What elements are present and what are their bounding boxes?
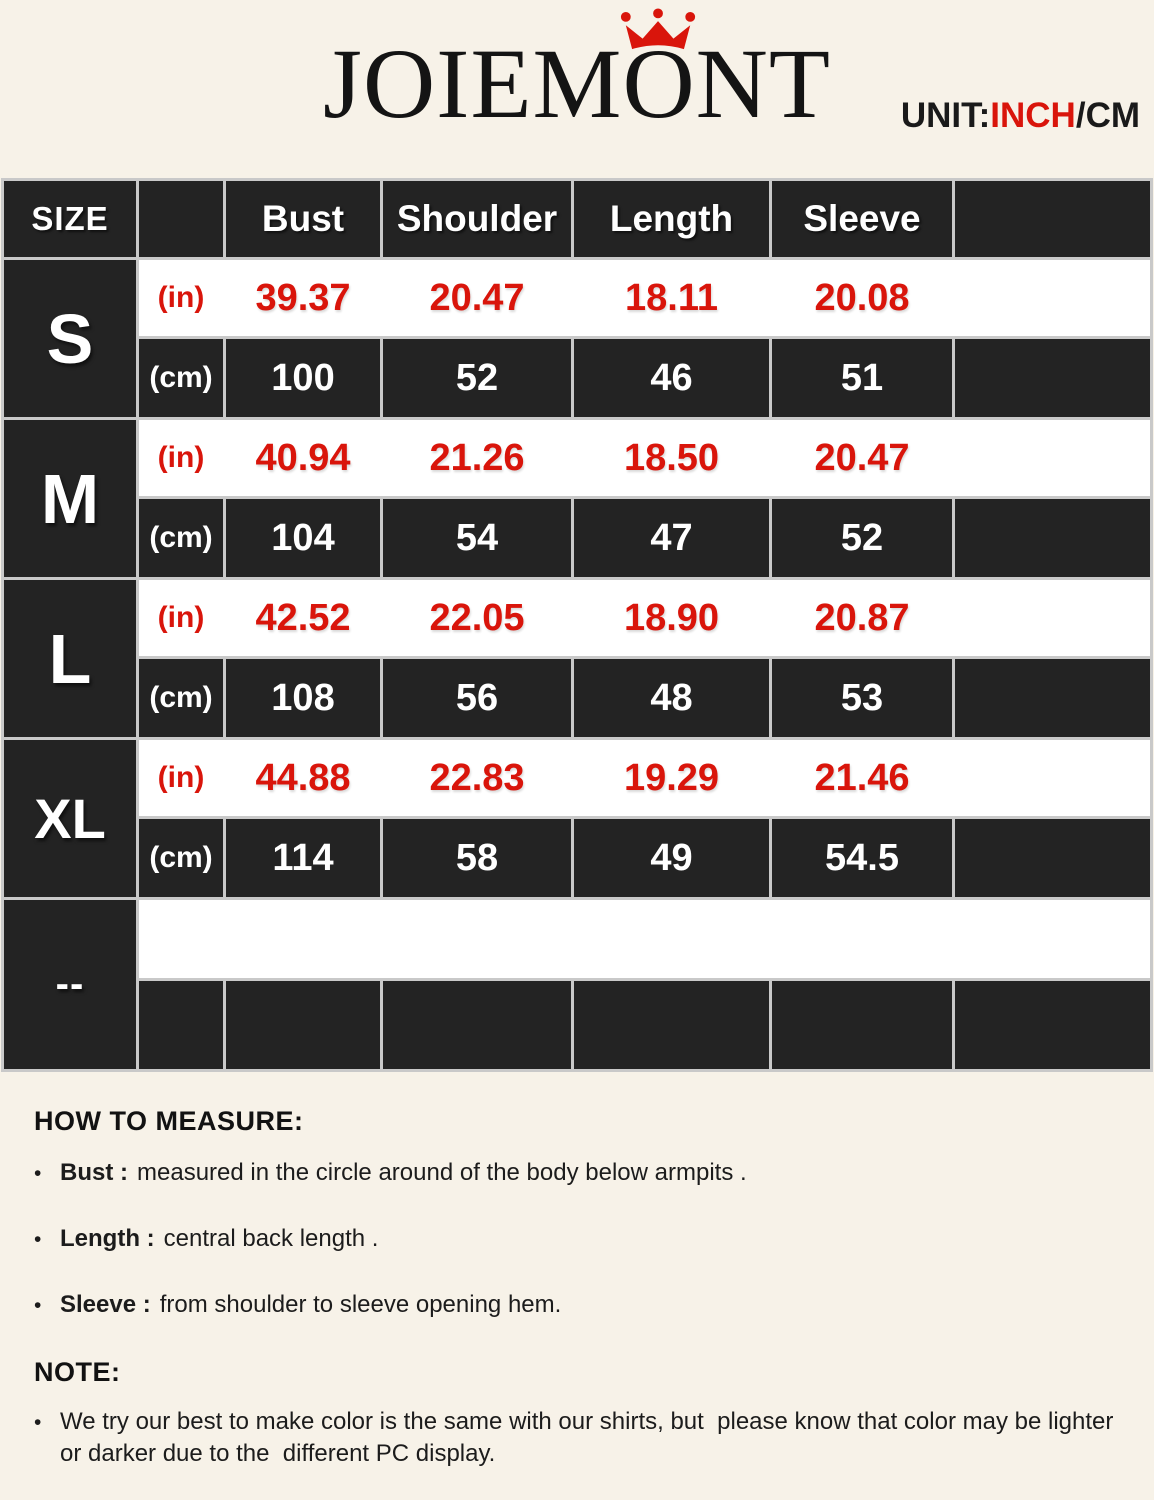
s-in-shoulder: 20.47 <box>429 276 525 319</box>
measure-desc: measured in the circle around of the bod… <box>137 1159 747 1186</box>
l-cm-length: 48 <box>574 659 769 737</box>
how-to-measure-title: HOW TO MEASURE: <box>34 1106 304 1136</box>
bullet-icon: • <box>34 1294 42 1317</box>
inch-row-s: (in) 39.37 20.47 18.11 20.08 <box>139 260 1150 336</box>
measure-term: Length : <box>60 1225 155 1252</box>
inch-row-dash <box>139 900 1150 978</box>
s-cm-shoulder: 52 <box>383 339 571 417</box>
unit-prefix: UNIT: <box>900 96 991 135</box>
measure-desc: from shoulder to sleeve opening hem. <box>159 1291 562 1318</box>
unit-label: UNIT:INCH/CM <box>901 96 1140 136</box>
brand-logo-text: JOIEMONT <box>323 28 831 139</box>
measure-item-length: • Length : central back length . <box>34 1225 1130 1253</box>
xl-in-shoulder: 22.83 <box>429 756 525 799</box>
inch-row-l: (in) 42.52 22.05 18.90 20.87 <box>139 580 1150 656</box>
unit-cm-label: (cm) <box>139 819 223 897</box>
l-cm-bust: 108 <box>226 659 380 737</box>
l-cm-sleeve: 53 <box>772 659 952 737</box>
size-cell-s: S <box>4 260 136 417</box>
m-in-sleeve: 20.47 <box>814 436 910 479</box>
xl-in-length: 19.29 <box>623 756 720 799</box>
s-in-length: 18.11 <box>625 276 718 319</box>
measure-term: Bust : <box>60 1159 128 1186</box>
xl-cm-bust: 114 <box>226 819 380 897</box>
l-cm-blank <box>955 659 1150 737</box>
unit-cm-label: (cm) <box>139 499 223 577</box>
dash-cm-shoulder <box>383 981 571 1069</box>
info-section: HOW TO MEASURE: • Bust : measured in the… <box>0 1072 1154 1469</box>
m-in-bust: 40.94 <box>255 436 351 479</box>
unit-in-label: (in) <box>157 601 205 634</box>
header-size: SIZE <box>4 181 136 257</box>
unit-cm: /CM <box>1075 96 1140 135</box>
note-text: We try our best to make color is the sam… <box>60 1408 1121 1467</box>
brand-header: JOIEMONT UNIT:INCH/CM <box>0 0 1154 178</box>
xl-cm-blank <box>955 819 1150 897</box>
unit-in-label: (in) <box>157 441 205 474</box>
l-in-sleeve: 20.87 <box>814 596 910 639</box>
m-cm-blank <box>955 499 1150 577</box>
crown-icon <box>621 8 696 50</box>
bullet-icon: • <box>34 1411 42 1434</box>
dash-cm-bust <box>226 981 380 1069</box>
measure-desc: central back length . <box>163 1225 379 1252</box>
m-cm-sleeve: 52 <box>772 499 952 577</box>
measure-item-bust: • Bust : measured in the circle around o… <box>34 1159 1130 1187</box>
measure-item-sleeve: • Sleeve : from shoulder to sleeve openi… <box>34 1291 1130 1319</box>
size-cell-l: L <box>4 580 136 737</box>
header-unit-blank <box>139 181 223 257</box>
s-in-sleeve: 20.08 <box>814 276 910 319</box>
s-cm-blank <box>955 339 1150 417</box>
unit-in-label: (in) <box>157 761 205 794</box>
xl-in-sleeve: 21.46 <box>814 756 910 799</box>
l-in-shoulder: 22.05 <box>429 596 525 639</box>
header-shoulder: Shoulder <box>383 181 571 257</box>
dash-cm-sleeve <box>772 981 952 1069</box>
s-cm-bust: 100 <box>226 339 380 417</box>
inch-row-m: (in) 40.94 21.26 18.50 20.47 <box>139 420 1150 496</box>
xl-cm-length: 49 <box>574 819 769 897</box>
s-cm-sleeve: 51 <box>772 339 952 417</box>
size-cell-dash: -- <box>4 900 136 1069</box>
bullet-icon: • <box>34 1162 42 1185</box>
unit-in-label: (in) <box>157 281 205 314</box>
size-cell-m: M <box>4 420 136 577</box>
dash-cm-blank <box>955 981 1150 1069</box>
m-cm-shoulder: 54 <box>383 499 571 577</box>
xl-cm-shoulder: 58 <box>383 819 571 897</box>
dash-cm-length <box>574 981 769 1069</box>
header-sleeve: Sleeve <box>772 181 952 257</box>
m-in-shoulder: 21.26 <box>429 436 525 479</box>
m-cm-length: 47 <box>574 499 769 577</box>
l-in-bust: 42.52 <box>255 596 351 639</box>
size-table: SIZE Bust Shoulder Length Sleeve S (in) … <box>1 178 1153 1072</box>
note-title: NOTE: <box>34 1357 121 1387</box>
s-cm-length: 46 <box>574 339 769 417</box>
m-in-length: 18.50 <box>623 436 720 479</box>
xl-cm-sleeve: 54.5 <box>772 819 952 897</box>
size-cell-xl: XL <box>4 740 136 897</box>
brand-logo: JOIEMONT <box>323 8 831 134</box>
unit-inch: INCH <box>990 96 1076 135</box>
l-cm-shoulder: 56 <box>383 659 571 737</box>
m-cm-bust: 104 <box>226 499 380 577</box>
inch-row-xl: (in) 44.88 22.83 19.29 21.46 <box>139 740 1150 816</box>
measure-term: Sleeve : <box>60 1291 151 1318</box>
unit-cm-label: (cm) <box>139 659 223 737</box>
bullet-icon: • <box>34 1228 42 1251</box>
header-length: Length <box>574 181 769 257</box>
dash-cm-unit-blank <box>139 981 223 1069</box>
l-in-length: 18.90 <box>623 596 720 639</box>
xl-in-bust: 44.88 <box>255 756 351 799</box>
note-item: • We try our best to make color is the s… <box>34 1406 1130 1469</box>
unit-cm-label: (cm) <box>139 339 223 417</box>
header-bust: Bust <box>226 181 380 257</box>
header-blank <box>955 181 1150 257</box>
s-in-bust: 39.37 <box>255 276 351 319</box>
